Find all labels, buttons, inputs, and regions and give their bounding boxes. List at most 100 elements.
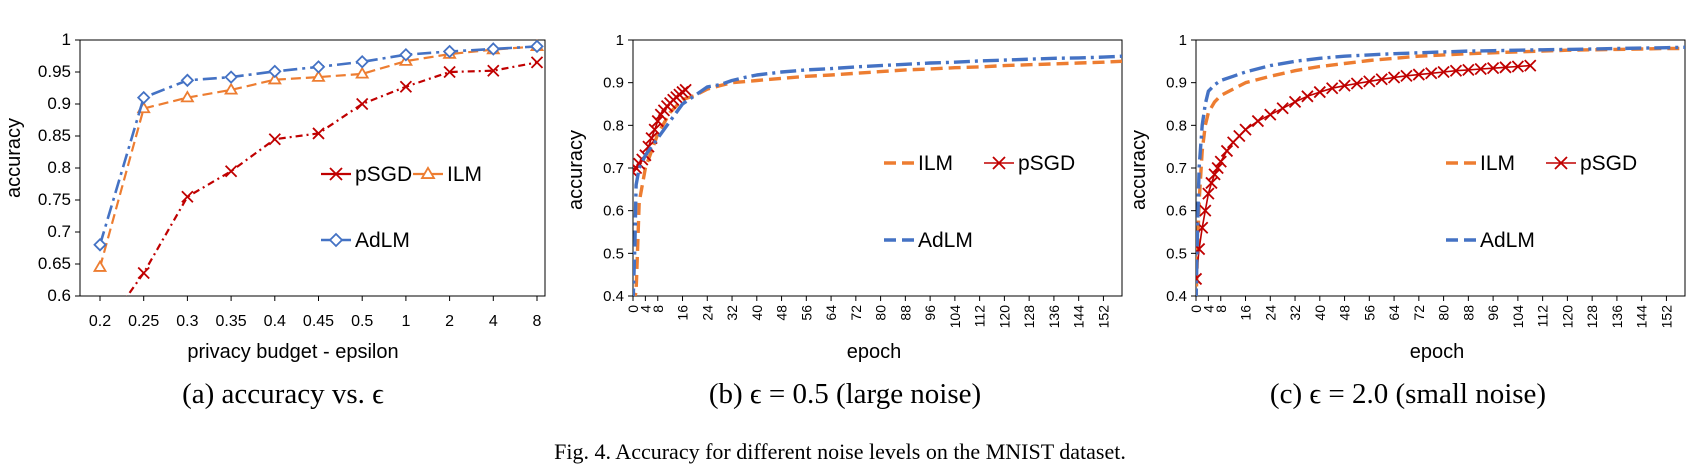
series-psgd (95, 56, 544, 340)
x-tick-label: 8 (650, 305, 666, 313)
marker-diamond (530, 39, 544, 54)
marker-x (1425, 67, 1438, 80)
series-line-adlm (1196, 45, 1685, 296)
marker-x (487, 64, 500, 77)
legend-label: AdLM (918, 229, 973, 252)
marker-triangle (180, 90, 195, 103)
figure-caption: Fig. 4. Accuracy for different noise lev… (554, 439, 1126, 464)
marker-diamond (224, 70, 238, 84)
y-tick-label: 0.85 (38, 126, 71, 145)
y-tick-label: 0.9 (47, 94, 71, 113)
x-tick-label: 8 (533, 313, 542, 330)
legend-label: ILM (1480, 152, 1515, 175)
marker-x (1524, 59, 1537, 72)
marker-x (1202, 187, 1215, 200)
series-ilm (1196, 46, 1685, 296)
marker-diamond (136, 90, 151, 105)
marker-x (1462, 63, 1475, 77)
marker-x (1301, 90, 1314, 103)
x-tick-label: 40 (1312, 305, 1328, 321)
y-tick-label: 0.8 (603, 117, 624, 134)
x-tick-label: 112 (972, 305, 988, 328)
marker-triangle (267, 72, 282, 85)
x-tick-label: 0 (625, 305, 641, 313)
marker-x (1474, 62, 1487, 76)
series-group (1196, 45, 1685, 296)
marker-x (1326, 82, 1339, 95)
marker-diamond (93, 238, 107, 252)
marker-x (1251, 114, 1265, 128)
y-tick-label: 0.7 (603, 160, 624, 177)
y-tick-label: 1 (1179, 32, 1187, 49)
legend-label: pSGD (1018, 152, 1075, 175)
series-ilm (633, 59, 1122, 296)
x-tick-label: 16 (675, 305, 691, 321)
x-tick-label: 152 (1095, 305, 1111, 329)
x-tick-label: 128 (1021, 305, 1037, 329)
legend-label: AdLM (1480, 229, 1535, 252)
y-tick-label: 0.5 (1166, 245, 1187, 262)
marker-x (95, 329, 106, 340)
x-axis-label: epoch (847, 341, 902, 363)
marker-x (1350, 77, 1364, 90)
x-tick-label: 0.25 (128, 313, 159, 330)
panel-small-noise: accuracy epoch (c) ϵ = 2.0 (small noise)… (1128, 32, 1686, 410)
legend-label: ILM (447, 163, 482, 186)
plot-area: 0.6 0.65 0.7 0.75 0.8 0.85 0.9 0.95 1 0.2 0.25 0.3 0… (38, 30, 546, 340)
y-tick-label: 0.4 (603, 288, 624, 305)
x-tick-label: 1 (401, 313, 410, 330)
marker-diamond (399, 47, 413, 62)
marker-x (1239, 123, 1252, 136)
legend-label: ILM (918, 152, 953, 175)
x-tick-label: 104 (1510, 305, 1526, 329)
x-axis-label: epoch (1410, 341, 1465, 363)
y-tick-label: 0.7 (1166, 160, 1187, 177)
marker-diamond (486, 42, 501, 56)
marker-x (1511, 60, 1525, 73)
marker-triangle (224, 82, 239, 95)
y-axis-label: accuracy (1128, 130, 1150, 210)
x-tick-label: 8 (1213, 305, 1229, 313)
x-tick-label: 24 (1262, 305, 1278, 321)
legend-label: AdLM (355, 229, 410, 252)
legend-item-psgd: pSGD (984, 152, 1075, 175)
y-tick-label: 0.6 (1166, 203, 1187, 220)
x-tick-label: 144 (1634, 305, 1650, 329)
x-tick-label: 120 (996, 305, 1012, 329)
marker-x (1196, 242, 1206, 256)
panel-large-noise: accuracy epoch (b) ϵ = 0.5 (large noise)… (565, 32, 1123, 410)
marker-diamond (180, 73, 195, 88)
marker-x (181, 190, 194, 203)
legend-item-psgd: pSGD (321, 163, 412, 186)
x-tick-label: 4 (637, 305, 653, 313)
marker-x (1437, 65, 1450, 79)
x-tick-label: 0.2 (89, 313, 111, 330)
x-tick-label: 40 (749, 305, 765, 321)
marker-diamond (268, 64, 282, 79)
x-tick-label: 72 (848, 305, 864, 321)
marker-x (651, 114, 664, 128)
marker-x (1387, 71, 1401, 84)
marker-x (356, 97, 369, 111)
marker-x (1363, 75, 1376, 88)
x-tick-label: 48 (774, 305, 790, 321)
marker-x (1205, 176, 1218, 190)
marker-triangle (92, 259, 108, 272)
y-tick-label: 0.8 (47, 158, 71, 177)
series-group (633, 54, 1122, 296)
x-tick-label: 136 (1046, 305, 1062, 329)
series-group (92, 39, 545, 340)
x-tick-label: 144 (1071, 305, 1087, 329)
x-tick-label: 72 (1411, 305, 1427, 321)
subcaption: (b) ϵ = 0.5 (large noise) (709, 378, 981, 410)
series-ilm (92, 39, 545, 272)
marker-x (1400, 69, 1413, 82)
marker-x (443, 65, 456, 79)
y-tick-label: 0.9 (1166, 75, 1187, 92)
x-tick-label: 96 (1485, 305, 1501, 321)
legend-label: pSGD (1580, 152, 1637, 175)
marker-diamond (355, 54, 369, 69)
x-tick-label: 32 (1287, 305, 1303, 321)
